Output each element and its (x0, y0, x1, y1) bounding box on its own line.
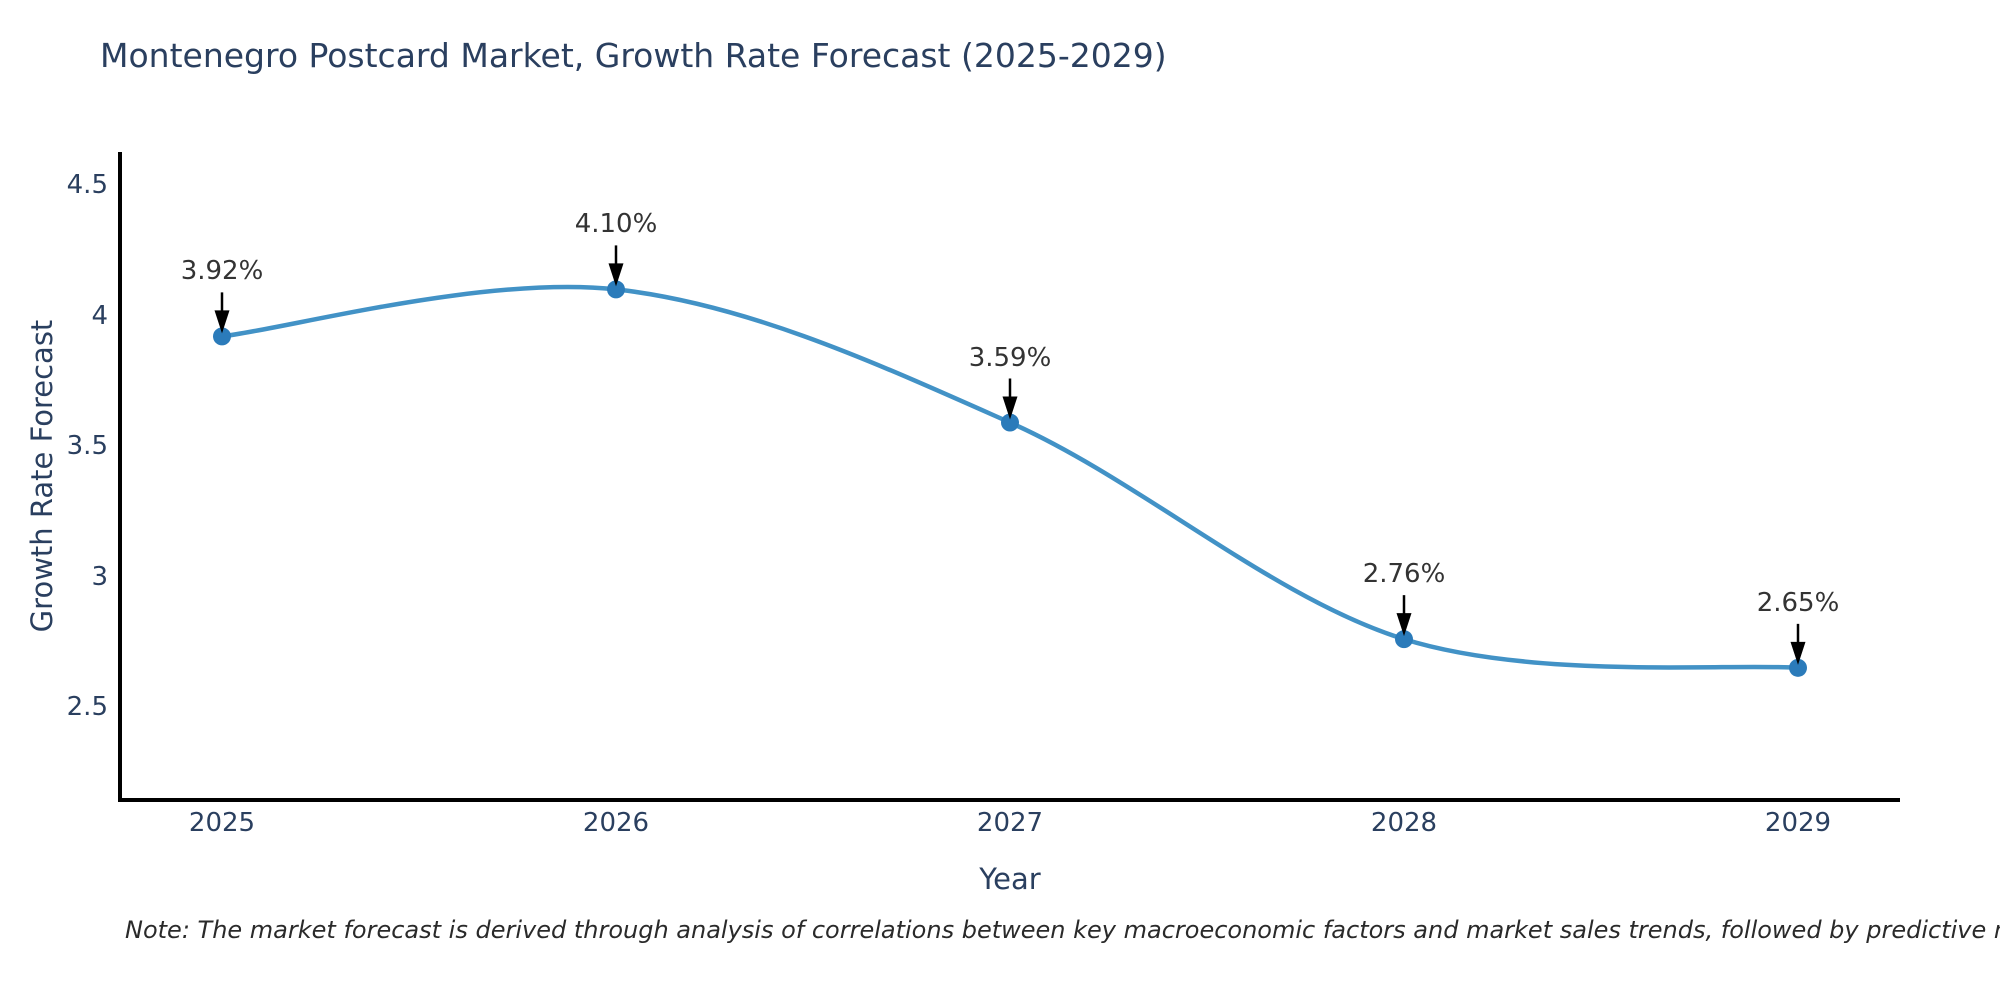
x-axis-title: Year (979, 862, 1041, 896)
annotation-arrow-head (214, 310, 230, 334)
x-tick-label: 2026 (582, 808, 650, 838)
y-tick-label: 4.5 (66, 170, 108, 200)
annotation-arrow-head (608, 263, 624, 287)
footnote: Note: The market forecast is derived thr… (125, 916, 2000, 944)
x-tick-label: 2028 (1370, 808, 1438, 838)
annotation-label: 3.59% (968, 342, 1052, 373)
data-point-marker (1395, 630, 1413, 649)
annotation-arrow-head (1790, 641, 1806, 665)
x-tick-label: 2027 (976, 808, 1044, 838)
annotation-label: 4.10% (574, 209, 658, 240)
annotation-arrow-head (1002, 396, 1018, 420)
data-point-marker (607, 280, 625, 299)
x-tick-label: 2025 (188, 808, 256, 838)
chart-title: Montenegro Postcard Market, Growth Rate … (100, 36, 1167, 75)
data-point-marker (213, 327, 231, 346)
y-tick-label: 2.5 (66, 692, 108, 722)
annotation-arrow-head (1396, 613, 1412, 637)
y-tick-label: 4 (91, 300, 108, 331)
x-tick-label: 2029 (1764, 808, 1832, 838)
data-point-marker (1001, 413, 1019, 432)
annotation-label: 2.65% (1756, 587, 1840, 618)
y-tick-label: 3 (91, 561, 108, 592)
annotation-label: 3.92% (180, 256, 264, 287)
data-point-marker (1789, 658, 1807, 677)
y-tick-label: 3.5 (66, 431, 108, 461)
y-axis-title: Growth Rate Forecast (25, 319, 59, 633)
annotation-label: 2.76% (1362, 559, 1446, 590)
